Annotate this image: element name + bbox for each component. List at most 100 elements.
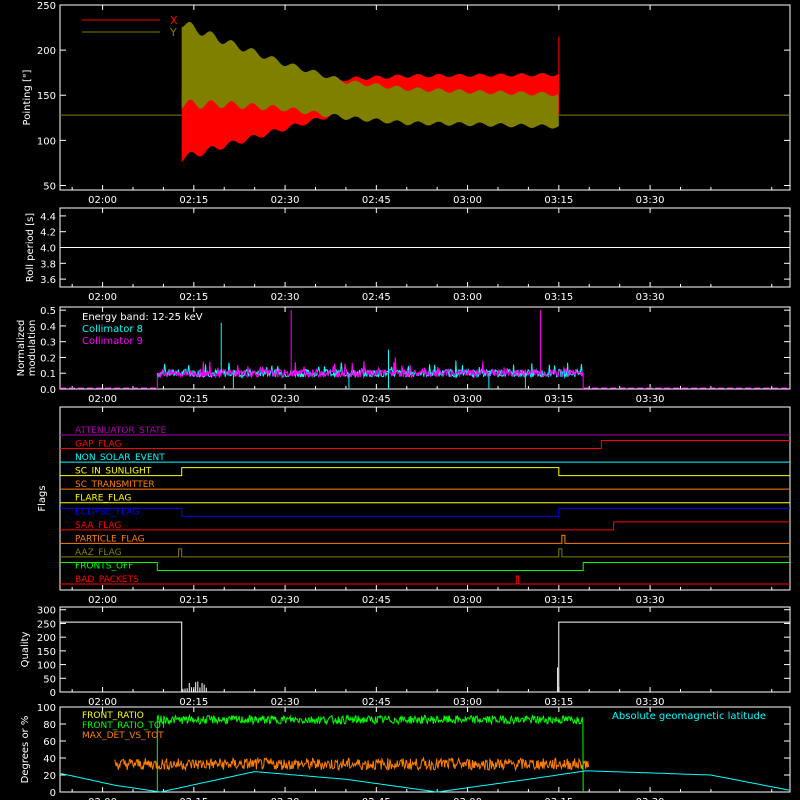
y-tick-label: 0.0 — [40, 385, 56, 396]
x-tick-label: 03:30 — [636, 697, 665, 708]
y-tick-label: 60 — [43, 737, 56, 748]
x-tick-label: 02:30 — [271, 697, 300, 708]
x-tick-label: 02:45 — [362, 697, 391, 708]
flag-line-sc_in_sunlight — [60, 467, 790, 477]
x-tick-label: 02:45 — [362, 195, 391, 206]
x-tick-label: 02:00 — [88, 697, 117, 708]
y-tick-label: 300 — [37, 606, 56, 617]
x-tick-label: 02:00 — [88, 595, 117, 606]
flag-label: GAP_FLAG — [75, 440, 121, 450]
y-tick-label: 80 — [43, 720, 56, 731]
y-tick-label: 150 — [37, 647, 56, 658]
x-tick-label: 02:30 — [271, 195, 300, 206]
flag-line-saa_flag — [60, 521, 790, 531]
y-tick-label: 100 — [37, 703, 56, 714]
flag-label: FLARE_FLAG — [75, 494, 131, 504]
modulation-frame — [59, 306, 791, 390]
flag-line-fronts_off — [60, 561, 790, 571]
y-tick-label: 200 — [37, 46, 56, 57]
y-tick-label: 0.4 — [40, 322, 56, 333]
quality-series — [60, 621, 790, 693]
x-tick-label: 03:00 — [453, 292, 482, 303]
y-tick-label: 3.6 — [40, 275, 56, 286]
x-tick-label: 02:45 — [362, 595, 391, 606]
y-tick-label: 150 — [37, 91, 56, 102]
flag-label: PARTICLE_FLAG — [75, 534, 145, 544]
legend-label: Collimator 9 — [82, 336, 143, 347]
x-tick-label: 03:15 — [544, 394, 573, 405]
flag-line-particle_flag — [60, 534, 790, 544]
x-tick-label: 02:30 — [271, 797, 300, 800]
x-tick-label: 02:15 — [179, 797, 208, 800]
y-axis-label: modulation — [27, 320, 38, 377]
legend-label: Collimator 8 — [82, 324, 143, 335]
x-tick-label: 02:00 — [88, 797, 117, 800]
flag-label: SC_TRANSMITTER — [75, 480, 155, 490]
y-tick-label: 40 — [43, 754, 56, 765]
y-tick-label: 20 — [43, 771, 56, 782]
geo-series-front-ratio-tot — [156, 713, 584, 793]
legend-label: X — [170, 14, 178, 27]
flag-line-gap_flag — [60, 440, 790, 450]
flag-label: NON_SOLAR_EVENT — [75, 453, 165, 463]
geo-frame — [59, 706, 791, 793]
y-axis-label: Pointing ["] — [22, 69, 33, 125]
modulation-panel: 02:00 02:15 02:30 02:45 03:00 03:15 03:30 0.0 0.… — [16, 306, 791, 405]
x-tick-label: 02:15 — [179, 292, 208, 303]
x-tick-label: 03:15 — [544, 195, 573, 206]
geo-panel: 02:00 02:15 02:30 02:45 03:00 03:15 03:30 0 20 40… — [20, 703, 791, 800]
y-tick-label: 50 — [43, 181, 56, 192]
flag-label: ATTENUATOR_STATE — [75, 426, 167, 436]
geo-series-max-det — [114, 756, 589, 772]
y-tick-label: 100 — [37, 661, 56, 672]
y-tick-label: 0.2 — [40, 353, 56, 364]
flag-line-aaz_flag — [60, 548, 790, 558]
x-tick-label: 02:00 — [88, 292, 117, 303]
x-tick-label: 03:30 — [636, 394, 665, 405]
quality-panel: 02:00 02:15 02:30 02:45 03:00 03:15 03:30 0 50 10… — [20, 606, 791, 708]
x-tick-label: 02:15 — [179, 394, 208, 405]
pointing-panel: 02:00 02:15 02:30 02:45 03:00 03:15 03:30 50 100… — [22, 1, 791, 206]
flag-line-eclipse_flag — [60, 507, 790, 517]
y-tick-label: 50 — [43, 674, 56, 685]
x-tick-label: 03:00 — [453, 195, 482, 206]
pointing-series-y — [181, 21, 559, 129]
x-tick-label: 02:45 — [362, 292, 391, 303]
x-tick-label: 03:15 — [544, 595, 573, 606]
modulation-series-magenta — [156, 357, 584, 380]
legend-label: MAX_DET_VS_TOT — [82, 731, 164, 741]
x-tick-label: 02:30 — [271, 394, 300, 405]
flag-label: BAD_PACKETS — [75, 575, 139, 585]
y-tick-label: 0 — [50, 688, 56, 699]
legend-label: FRONT_RATIO — [82, 711, 144, 721]
y-axis-label: Quality — [20, 632, 31, 668]
y-tick-label: 100 — [37, 136, 56, 147]
y-tick-label: 0 — [50, 788, 56, 799]
legend-label: Y — [169, 26, 177, 39]
y-axis-label: Degrees or % — [20, 716, 31, 784]
y-tick-label: 4.4 — [40, 212, 56, 223]
flag-label: AAZ_FLAG — [75, 548, 122, 558]
x-tick-label: 03:15 — [544, 697, 573, 708]
x-tick-label: 02:00 — [88, 394, 117, 405]
x-tick-label: 02:15 — [179, 595, 208, 606]
y-tick-label: 0.5 — [40, 306, 56, 317]
x-tick-label: 03:30 — [636, 195, 665, 206]
modulation-series-cyan — [156, 360, 584, 380]
flags-frame — [59, 406, 791, 591]
x-tick-label: 03:15 — [544, 292, 573, 303]
legend-label: Absolute geomagnetic latitude — [612, 711, 766, 722]
x-tick-label: 02:30 — [271, 595, 300, 606]
x-tick-label: 02:15 — [179, 195, 208, 206]
flag-line-bad_packets — [60, 575, 790, 585]
x-tick-label: 02:45 — [362, 797, 391, 800]
y-tick-label: 4.2 — [40, 228, 56, 239]
x-tick-label: 02:30 — [271, 292, 300, 303]
flag-label: SAA_FLAG — [75, 521, 121, 531]
x-tick-label: 03:00 — [453, 697, 482, 708]
y-tick-label: 200 — [37, 633, 56, 644]
x-tick-label: 03:00 — [453, 595, 482, 606]
x-tick-label: 03:30 — [636, 595, 665, 606]
y-tick-label: 0.3 — [40, 338, 56, 349]
